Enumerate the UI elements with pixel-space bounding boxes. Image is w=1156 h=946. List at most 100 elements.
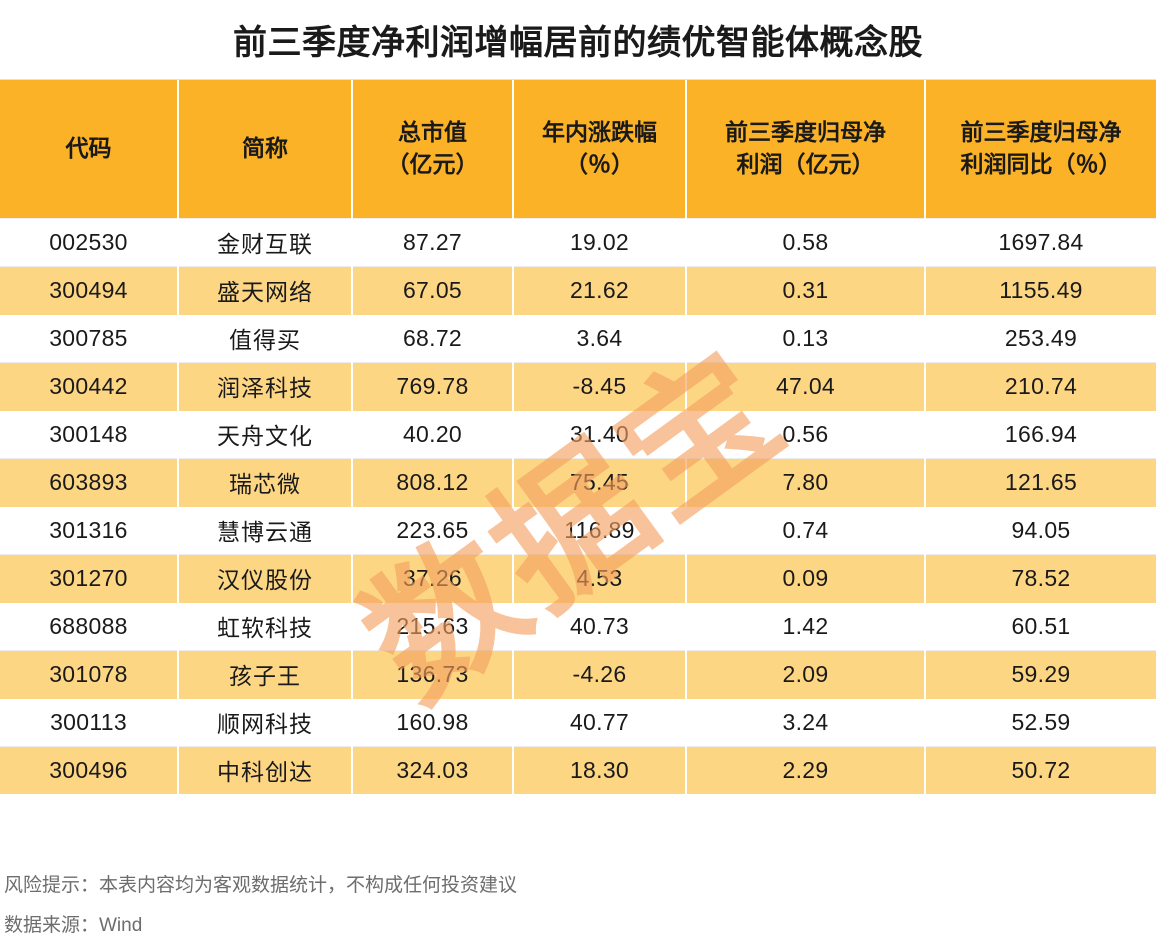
cell-code: 300494 (0, 266, 179, 315)
cell-yoy: 94.05 (925, 506, 1156, 555)
cell-name: 顺网科技 (178, 698, 353, 747)
cell-ytd-change: 40.73 (513, 602, 687, 651)
cell-code: 300496 (0, 746, 179, 794)
table-row: 300113 顺网科技 160.98 40.77 3.24 52.59 (0, 698, 1156, 747)
cell-net-profit: 0.09 (686, 554, 926, 603)
cell-ytd-change: 31.40 (513, 410, 687, 459)
cell-yoy: 59.29 (925, 650, 1156, 699)
table-row: 300496 中科创达 324.03 18.30 2.29 50.72 (0, 746, 1156, 794)
table-row: 301270 汉仪股份 37.26 4.53 0.09 78.52 (0, 554, 1156, 603)
table-row: 002530 金财互联 87.27 19.02 0.58 1697.84 (0, 218, 1156, 267)
cell-code: 301270 (0, 554, 179, 603)
cell-yoy: 166.94 (925, 410, 1156, 459)
cell-ytd-change: 4.53 (513, 554, 687, 603)
cell-ytd-change: 18.30 (513, 746, 687, 794)
cell-code: 603893 (0, 458, 179, 507)
column-header-market-cap-line1: 总市值 (398, 119, 467, 146)
cell-market-cap: 37.26 (352, 554, 514, 603)
cell-market-cap: 769.78 (352, 362, 514, 411)
cell-code: 300113 (0, 698, 179, 747)
cell-market-cap: 67.05 (352, 266, 514, 315)
cell-name: 瑞芯微 (178, 458, 353, 507)
cell-yoy: 210.74 (925, 362, 1156, 411)
cell-name: 虹软科技 (178, 602, 353, 651)
column-header-ytd-change-line1: 年内涨跌幅 (542, 119, 657, 146)
column-header-ytd-change-line2: （％） (565, 150, 634, 177)
column-header-market-cap-line2: （亿元） (386, 150, 479, 177)
table-body: 002530 金财互联 87.27 19.02 0.58 1697.84 300494 盛天… (0, 218, 1156, 794)
risk-notice: 风险提示：本表内容均为客观数据统计，不构成任何投资建议 (4, 875, 518, 896)
cell-code: 301078 (0, 650, 179, 699)
cell-yoy: 60.51 (925, 602, 1156, 651)
cell-name: 慧博云通 (178, 506, 353, 555)
column-header-yoy-line1: 前三季度归母净 (960, 119, 1122, 146)
cell-market-cap: 87.27 (352, 218, 514, 267)
cell-market-cap: 324.03 (352, 746, 514, 794)
cell-ytd-change: 19.02 (513, 218, 687, 267)
cell-ytd-change: 21.62 (513, 266, 687, 315)
cell-net-profit: 1.42 (686, 602, 926, 651)
cell-net-profit: 7.80 (686, 458, 926, 507)
table-head: 代码 简称 总市值 （亿元） 年内涨跌幅 （％） 前三季度归母净 (0, 80, 1156, 219)
cell-yoy: 78.52 (925, 554, 1156, 603)
cell-net-profit: 3.24 (686, 698, 926, 747)
column-header-net-profit-line2: 利润（亿元） (736, 150, 875, 177)
column-header-name-line1: 简称 (242, 134, 288, 161)
table-row: 300148 天舟文化 40.20 31.40 0.56 166.94 (0, 410, 1156, 459)
cell-net-profit: 0.58 (686, 218, 926, 267)
cell-name: 汉仪股份 (178, 554, 353, 603)
cell-yoy: 50.72 (925, 746, 1156, 794)
cell-code: 300442 (0, 362, 179, 411)
cell-name: 值得买 (178, 314, 353, 363)
cell-yoy: 1155.49 (925, 266, 1156, 315)
cell-market-cap: 223.65 (352, 506, 514, 555)
cell-name: 孩子王 (178, 650, 353, 699)
table-row: 603893 瑞芯微 808.12 75.45 7.80 121.65 (0, 458, 1156, 507)
cell-net-profit: 0.31 (686, 266, 926, 315)
cell-name: 中科创达 (178, 746, 353, 794)
column-header-net-profit: 前三季度归母净 利润（亿元） (686, 80, 926, 219)
cell-code: 002530 (0, 218, 179, 267)
column-header-net-profit-line1: 前三季度归母净 (725, 119, 886, 146)
column-header-yoy: 前三季度归母净 利润同比（％） (925, 80, 1156, 219)
table-row: 300785 值得买 68.72 3.64 0.13 253.49 (0, 314, 1156, 363)
cell-ytd-change: 116.89 (513, 506, 687, 555)
cell-code: 300148 (0, 410, 179, 459)
cell-yoy: 253.49 (925, 314, 1156, 363)
cell-code: 688088 (0, 602, 179, 651)
cell-yoy: 1697.84 (925, 218, 1156, 267)
cell-market-cap: 215.63 (352, 602, 514, 651)
table-row: 301316 慧博云通 223.65 116.89 0.74 94.05 (0, 506, 1156, 555)
cell-net-profit: 47.04 (686, 362, 926, 411)
cell-market-cap: 808.12 (352, 458, 514, 507)
column-header-name: 简称 (178, 80, 353, 219)
stock-table: 代码 简称 总市值 （亿元） 年内涨跌幅 （％） 前三季度归母净 (0, 80, 1156, 794)
stock-table-container: 代码 简称 总市值 （亿元） 年内涨跌幅 （％） 前三季度归母净 (0, 79, 1156, 794)
cell-name: 金财互联 (178, 218, 353, 267)
cell-ytd-change: -4.26 (513, 650, 687, 699)
column-header-yoy-line2: 利润同比（％） (960, 150, 1122, 177)
cell-net-profit: 0.13 (686, 314, 926, 363)
cell-net-profit: 2.09 (686, 650, 926, 699)
cell-net-profit: 0.56 (686, 410, 926, 459)
cell-name: 天舟文化 (178, 410, 353, 459)
cell-ytd-change: 75.45 (513, 458, 687, 507)
table-row: 688088 虹软科技 215.63 40.73 1.42 60.51 (0, 602, 1156, 651)
cell-code: 301316 (0, 506, 179, 555)
footer: 风险提示：本表内容均为客观数据统计，不构成任何投资建议 数据来源：Wind (0, 866, 1156, 946)
column-header-code: 代码 (0, 80, 179, 219)
table-header-row: 代码 简称 总市值 （亿元） 年内涨跌幅 （％） 前三季度归母净 (0, 80, 1156, 219)
cell-market-cap: 160.98 (352, 698, 514, 747)
cell-code: 300785 (0, 314, 179, 363)
cell-ytd-change: 40.77 (513, 698, 687, 747)
page-title: 前三季度净利润增幅居前的绩优智能体概念股 (233, 24, 923, 62)
table-row: 300442 润泽科技 769.78 -8.45 47.04 210.74 (0, 362, 1156, 411)
cell-market-cap: 136.73 (352, 650, 514, 699)
cell-net-profit: 2.29 (686, 746, 926, 794)
data-source: 数据来源：Wind (4, 915, 143, 936)
cell-ytd-change: 3.64 (513, 314, 687, 363)
column-header-code-line1: 代码 (65, 134, 112, 161)
table-row: 300494 盛天网络 67.05 21.62 0.31 1155.49 (0, 266, 1156, 315)
cell-name: 润泽科技 (178, 362, 353, 411)
